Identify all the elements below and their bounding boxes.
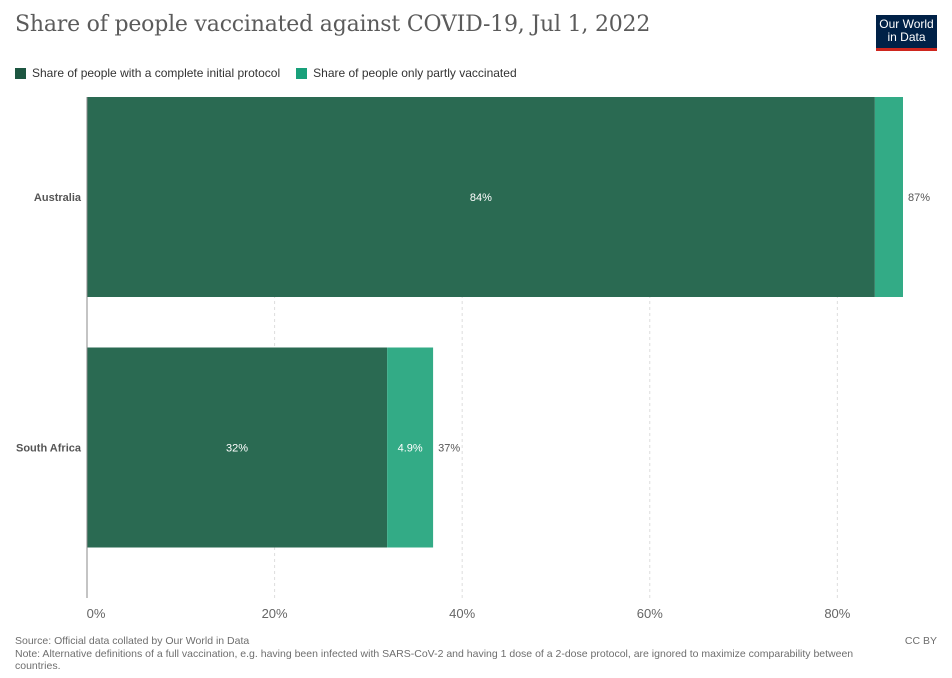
- x-tick-label: 80%: [824, 606, 850, 621]
- legend-label-complete: Share of people with a complete initial …: [32, 66, 281, 80]
- legend-item-complete[interactable]: Share of people with a complete initial …: [15, 66, 280, 80]
- source-text: Source: Official data collated by Our Wo…: [15, 635, 250, 647]
- bar-complete: [87, 347, 388, 548]
- category-label: South Africa: [16, 443, 82, 455]
- x-tick-label: 20%: [262, 606, 288, 621]
- chart-legend: Share of people with a complete initial …: [15, 66, 517, 80]
- license-link[interactable]: CC BY: [904, 635, 937, 647]
- logo-line-2: in Data: [887, 30, 926, 44]
- bar-total-label: 87%: [908, 192, 930, 204]
- bar-partial: [874, 97, 903, 297]
- legend-label-partial: Share of people only partly vaccinated: [313, 66, 517, 80]
- bar-data-label: 32%: [226, 443, 248, 455]
- x-tick-label: 0%: [87, 606, 106, 621]
- bar-total-label: 37%: [438, 443, 460, 455]
- category-label: Australia: [34, 192, 82, 204]
- bar-partial: [387, 347, 434, 548]
- x-tick-label: 60%: [637, 606, 663, 621]
- logo-line-1: Our World: [879, 17, 934, 31]
- legend-item-partial[interactable]: Share of people only partly vaccinated: [296, 66, 517, 80]
- chart-title: Share of people vaccinated against COVID…: [15, 12, 651, 37]
- legend-swatch-partial: [296, 67, 308, 79]
- legend-swatch-complete: [15, 67, 26, 79]
- bar-data-label: 84%: [470, 192, 492, 204]
- note-text: Note: Alternative definitions of a full …: [15, 648, 854, 672]
- x-tick-label: 40%: [449, 606, 475, 621]
- bar-complete: [87, 97, 875, 297]
- bar-data-label: 4.9%: [398, 443, 423, 455]
- owid-logo[interactable]: Our World in Data: [876, 15, 937, 51]
